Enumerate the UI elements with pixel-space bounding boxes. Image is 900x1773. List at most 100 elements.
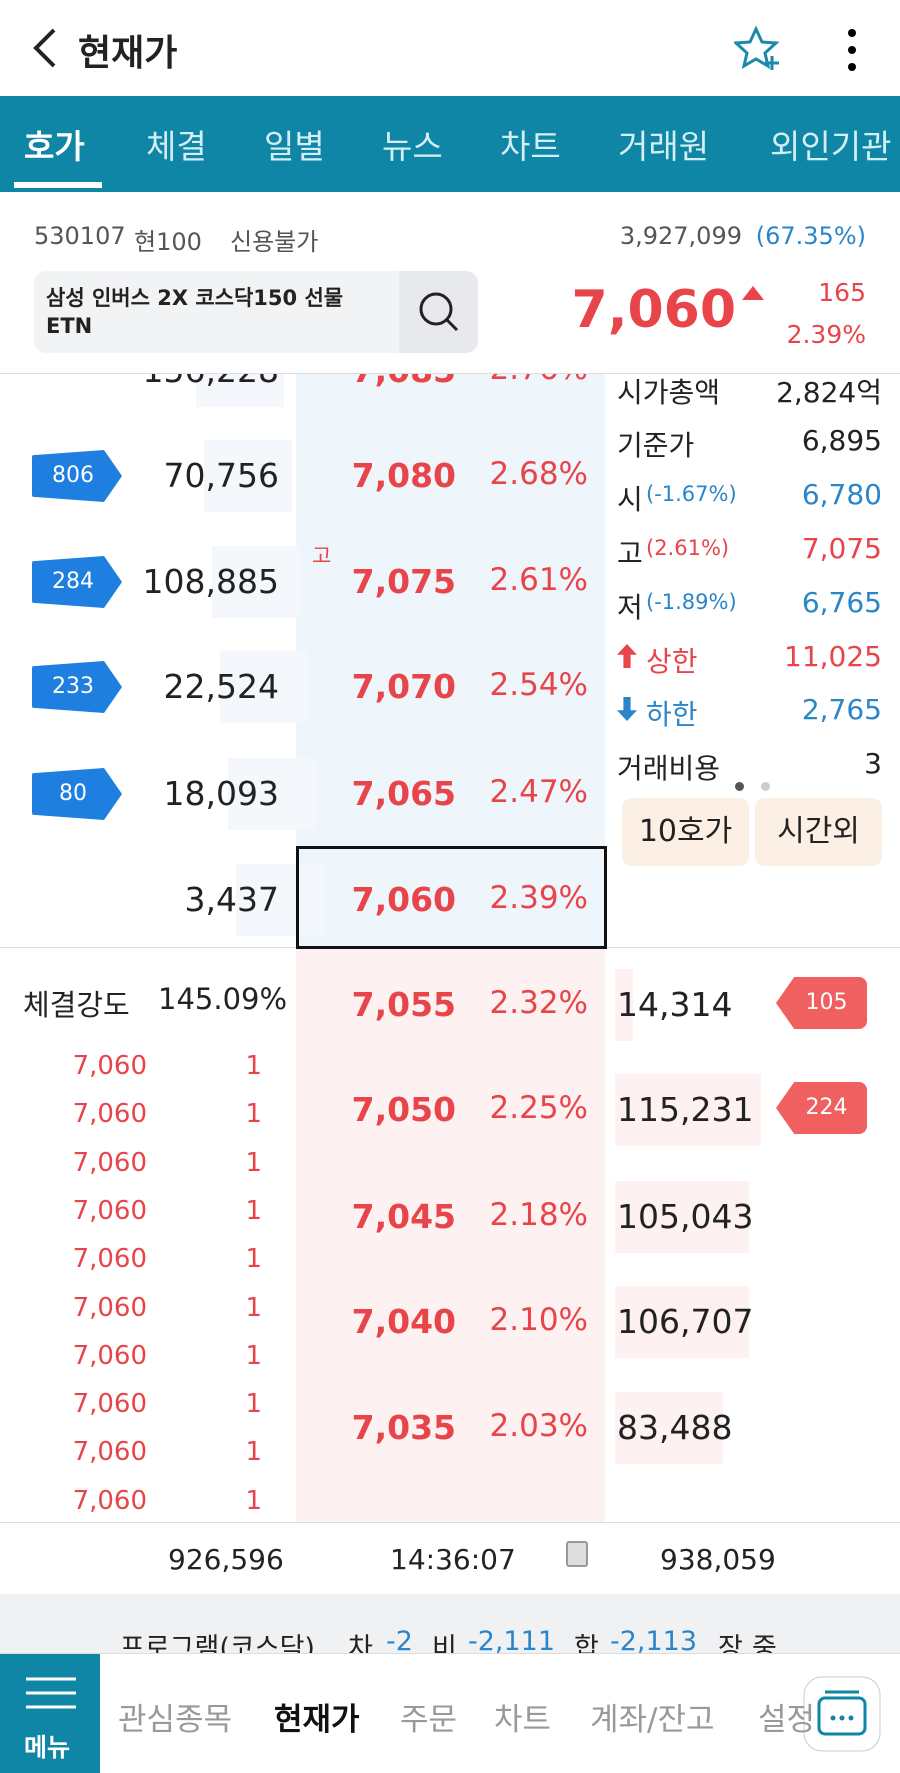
- volume: 3,927,099: [619, 222, 742, 250]
- stat-value: 2,765: [801, 693, 882, 726]
- stock-code: 530107: [34, 222, 126, 250]
- program-item: 합: [574, 1633, 599, 1653]
- tab[interactable]: 차트: [500, 127, 561, 166]
- trade-qty: 1: [245, 1340, 262, 1371]
- limit-arrow: [617, 644, 637, 668]
- bid-pct: 2.18%: [489, 1197, 588, 1233]
- menu-button[interactable]: [0, 1654, 100, 1773]
- bid-qty: 106,707: [617, 1302, 754, 1341]
- stock-group: 현100: [134, 228, 202, 256]
- ask-qty: 108,885: [142, 562, 279, 601]
- current-row-box: [296, 846, 607, 949]
- bottom-nav: 메뉴 관심종목 현재가 주문 차트 계좌/잔고 설정: [0, 1653, 900, 1773]
- search-button[interactable]: [399, 271, 478, 353]
- ask-pct: 2.54%: [489, 667, 588, 703]
- ask-price: 7,085: [352, 374, 456, 390]
- stat-value: 3: [864, 747, 882, 780]
- trade-price: 7,060: [72, 1195, 147, 1226]
- price-change-pct: 2.39%: [786, 320, 866, 349]
- nav-item[interactable]: 차트: [494, 1702, 552, 1738]
- stat-value: 6,895: [801, 424, 882, 457]
- bid-qty: 14,314: [617, 985, 733, 1024]
- stat-label: 고: [617, 537, 643, 570]
- stat-value: 6,780: [801, 478, 882, 511]
- tab[interactable]: 호가: [24, 127, 85, 166]
- trade-price: 7,060: [72, 1340, 147, 1371]
- tab[interactable]: 뉴스: [382, 127, 443, 166]
- stat-sub: (-1.89%): [646, 590, 737, 614]
- order-badge: 233: [32, 661, 122, 713]
- nav-item[interactable]: 계좌/잔고: [590, 1702, 715, 1738]
- trade-price: 7,060: [72, 1244, 147, 1275]
- bid-price: 7,040: [351, 1302, 456, 1341]
- ask-price: 7,070: [351, 667, 456, 706]
- order-badge: 806: [32, 450, 122, 502]
- trade-qty: 1: [245, 1099, 262, 1130]
- stat-label: 기준가: [617, 429, 695, 462]
- favorite-button[interactable]: [734, 26, 782, 72]
- tab[interactable]: 일별: [264, 127, 325, 166]
- ask-qty-bg: [228, 758, 316, 830]
- stat-label: 시가총액: [617, 376, 721, 409]
- program-item: -2,111: [468, 1626, 556, 1653]
- tab[interactable]: 체결: [146, 127, 207, 166]
- trade-qty: 1: [245, 1292, 262, 1323]
- bid-pct: 2.03%: [489, 1408, 588, 1444]
- copy-icon[interactable]: [566, 1541, 588, 1567]
- price-change: 165: [818, 278, 866, 307]
- trade-qty: 1: [245, 1195, 262, 1226]
- stat-value: 7,075: [801, 532, 882, 565]
- ask-pct: 2.76%: [490, 374, 588, 387]
- ask-qty-bg: [236, 864, 324, 936]
- menu-label[interactable]: 메뉴: [24, 1733, 71, 1762]
- ask-qty-bg: [212, 546, 300, 618]
- volume-pct: (67.35%): [755, 222, 866, 250]
- stat-label: 상한: [646, 645, 698, 678]
- bid-qty: 105,043: [617, 1197, 754, 1236]
- ask-price-bg: [296, 374, 605, 946]
- ask-qty-bg: [196, 374, 284, 407]
- tab[interactable]: 거래원: [618, 127, 710, 166]
- ask-pct: 2.47%: [489, 774, 588, 810]
- stat-value: 6,765: [801, 586, 882, 619]
- trade-price: 7,060: [72, 1389, 147, 1420]
- bid-qty: 115,231: [617, 1090, 754, 1129]
- trade-price: 7,060: [72, 1051, 147, 1081]
- trade-price: 7,060: [72, 1292, 147, 1323]
- order-badge: 80: [32, 768, 122, 820]
- total-bar: 926,596 14:36:07 938,059: [0, 1522, 900, 1595]
- ask-pct: 2.61%: [489, 562, 588, 598]
- ask-pct: 2.39%: [489, 880, 588, 916]
- tab[interactable]: 외인기관: [770, 127, 892, 166]
- program-bar: 프로그램(코스닥) 차 -2 비 -2,111 합 -2,113 장 중: [0, 1594, 900, 1653]
- bid-qty-bg: [615, 1074, 761, 1146]
- nav-item[interactable]: 현재가: [274, 1702, 360, 1738]
- strength-label: 체결강도: [23, 988, 130, 1022]
- side-button[interactable]: 시간외: [755, 798, 882, 866]
- tab-bar: 호가 체결 일별 뉴스 차트 거래원 외인기관: [0, 96, 900, 192]
- ask-pct: 2.68%: [489, 456, 588, 492]
- side-button[interactable]: 10호가: [622, 798, 749, 866]
- back-button[interactable]: [30, 26, 60, 70]
- stat-value: 11,025: [784, 640, 882, 673]
- page-dot: [735, 782, 744, 791]
- bid-qty-bg: [615, 1286, 749, 1358]
- bid-qty-bg: [615, 1392, 723, 1464]
- credit-status: 신용불가: [230, 228, 319, 256]
- bid-price: 7,035: [351, 1408, 456, 1447]
- nav-item[interactable]: 주문: [400, 1702, 458, 1738]
- stat-label: 거래비용: [617, 752, 721, 785]
- chat-button[interactable]: [803, 1676, 881, 1752]
- more-button[interactable]: [842, 28, 862, 72]
- bid-price-bg: [296, 948, 605, 1522]
- bid-pct: 2.25%: [489, 1090, 588, 1126]
- nav-item[interactable]: 설정: [758, 1702, 816, 1738]
- bid-qty-bg: [615, 969, 633, 1041]
- trade-price: 7,060: [72, 1437, 147, 1468]
- bid-price: 7,045: [351, 1197, 456, 1236]
- program-item: 프로그램(코스닥): [120, 1633, 315, 1653]
- bid-qty-bg: [615, 1181, 749, 1253]
- ask-qty: 156,228: [143, 374, 279, 390]
- high-marker: 고: [312, 544, 332, 568]
- nav-item[interactable]: 관심종목: [118, 1702, 233, 1738]
